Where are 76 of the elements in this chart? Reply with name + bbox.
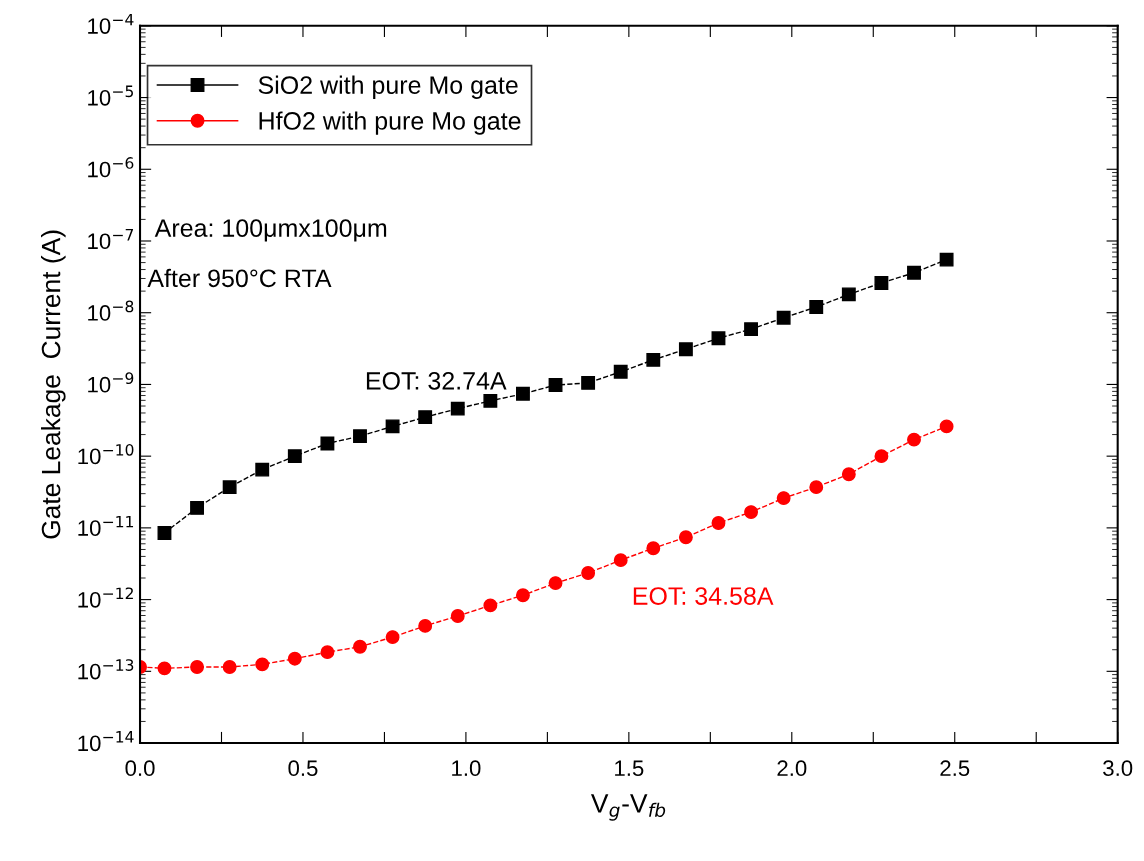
point	[515, 386, 530, 401]
point	[613, 553, 628, 568]
point	[157, 525, 172, 540]
legend-label: HfO2 with pure Mo gate	[259, 111, 521, 135]
annotation: EOT: 34.58A	[633, 587, 774, 605]
point	[353, 429, 367, 444]
y-tick-label: 10$^{−14}$	[78, 731, 134, 752]
x-tick-label: 0.5	[288, 760, 318, 777]
point	[255, 462, 270, 477]
point	[483, 598, 498, 613]
y-axis-title: Gate Leakage Current (A)	[41, 230, 66, 539]
y-tick-label: 10$^{−6}$	[88, 157, 134, 178]
x-axis-title: V$_{g}$-V$_{fb}$	[590, 794, 666, 821]
y-tick-label: 10$^{−8}$	[88, 300, 134, 321]
point	[450, 401, 465, 416]
point	[190, 500, 205, 515]
point	[255, 657, 270, 672]
annotation: After 950°C RTA	[147, 268, 332, 288]
point	[222, 660, 237, 674]
point	[287, 651, 302, 666]
y-tick-label: 10$^{−13}$	[78, 659, 134, 680]
point	[907, 265, 921, 280]
point	[776, 491, 791, 506]
point	[548, 576, 563, 591]
point	[776, 310, 791, 325]
point	[418, 410, 433, 425]
point	[841, 467, 856, 482]
point	[353, 639, 367, 654]
point	[581, 566, 596, 580]
point	[418, 618, 433, 633]
y-tick-label: 10$^{−11}$	[78, 515, 134, 536]
legend-label: SiO2 with pure Mo gate	[258, 75, 518, 99]
point	[874, 449, 889, 464]
point	[678, 342, 693, 357]
point	[613, 364, 628, 379]
point	[157, 661, 172, 676]
point	[809, 300, 824, 314]
point	[450, 609, 465, 623]
y-tick-label: 10$^{−5}$	[88, 85, 133, 106]
point	[939, 419, 954, 434]
point	[385, 419, 400, 434]
point	[320, 436, 335, 451]
x-tick-label: 1.5	[615, 760, 644, 777]
point	[809, 480, 824, 495]
point	[678, 530, 693, 545]
point	[907, 432, 921, 447]
x-tick-label: 0.0	[125, 760, 155, 777]
point	[646, 352, 661, 367]
point	[385, 630, 400, 645]
point	[744, 322, 759, 337]
point	[646, 541, 661, 556]
point	[222, 480, 237, 495]
annotation: EOT: 32.74A	[366, 372, 507, 390]
point	[939, 252, 954, 267]
point	[190, 660, 205, 674]
x-tick-label: 2.5	[940, 760, 970, 777]
x-tick-label: 1.0	[452, 760, 481, 777]
point	[711, 331, 726, 346]
y-tick-label: 10$^{−4}$	[88, 13, 134, 34]
point	[744, 505, 759, 520]
point	[287, 449, 302, 464]
point	[711, 516, 726, 530]
y-tick-label: 10$^{−9}$	[88, 372, 134, 393]
annotation: Area: 100μmx100μm	[154, 219, 387, 242]
point	[581, 375, 596, 390]
point	[548, 378, 563, 393]
point	[483, 393, 498, 408]
y-tick-label: 10$^{−10}$	[78, 443, 134, 465]
point	[320, 645, 335, 660]
y-tick-label: 10$^{−12}$	[78, 587, 133, 608]
x-tick-label: 3.0	[1103, 760, 1133, 777]
point	[841, 287, 856, 302]
point	[874, 276, 889, 290]
y-tick-label: 10$^{−7}$	[88, 229, 134, 250]
x-tick-label: 2.0	[777, 760, 807, 777]
point	[515, 588, 530, 603]
